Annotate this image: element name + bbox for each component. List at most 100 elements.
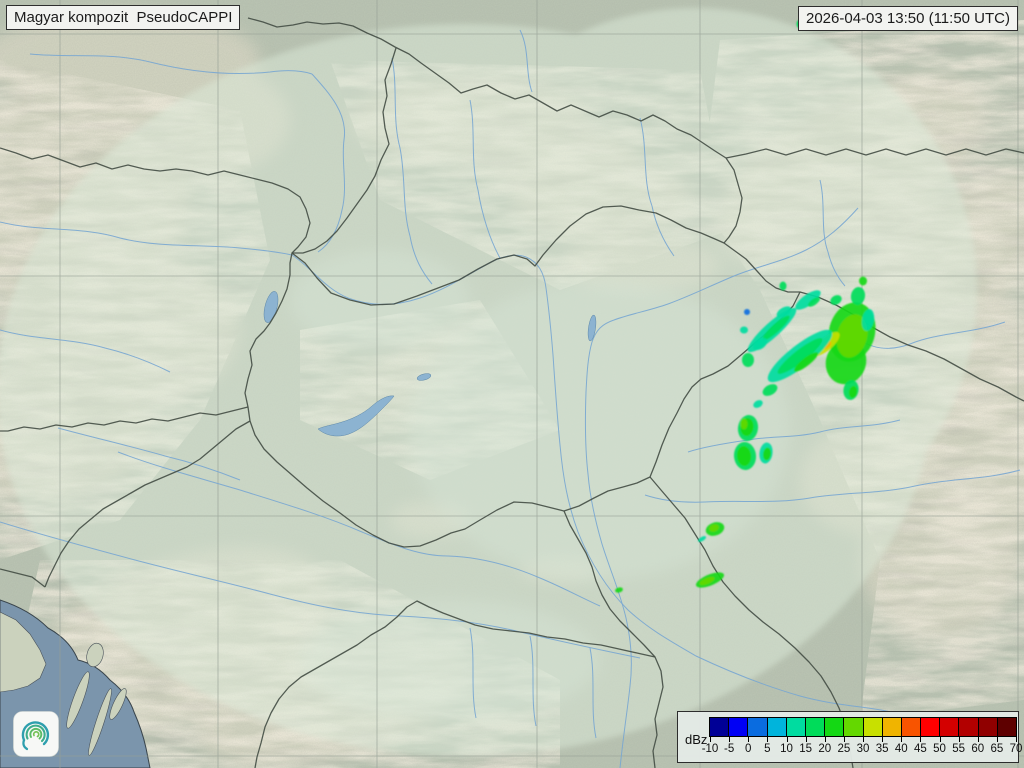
radar-echo-cell: [753, 400, 763, 408]
border-sk-pl: [247, 17, 727, 159]
border-hr-rs: [563, 510, 664, 768]
radar-echo-cell: [740, 418, 748, 430]
legend-tick-label: 60: [971, 743, 985, 755]
istria-peninsula: [0, 611, 47, 693]
radar-echo-cell: [615, 587, 623, 593]
legend-tick-label: 55: [952, 743, 966, 755]
legend-tick-label: -10: [701, 743, 719, 755]
legend-tick-label: 25: [837, 743, 851, 755]
radar-echo-cell: [740, 326, 748, 334]
river-poprad: [519, 29, 533, 93]
legend-tick: [805, 737, 807, 742]
river-sava: [0, 521, 641, 659]
legend-tick: [958, 737, 960, 742]
border-cz-sk: [292, 47, 397, 254]
legend-tick-label: 10: [780, 743, 793, 755]
border-si-hr: [44, 420, 251, 588]
legend-color-cell: [786, 718, 806, 736]
legend-tick: [729, 737, 731, 742]
river-tisza: [584, 207, 859, 768]
legend-color-cell: [882, 718, 902, 736]
legend-color-cell: [959, 718, 979, 736]
lake-velence: [416, 373, 432, 381]
border-hr-ba: [254, 600, 656, 768]
river-alpine: [0, 329, 171, 373]
border-sk-ua: [723, 157, 743, 244]
legend-tick: [920, 737, 922, 742]
legend-tick-label: 5: [764, 743, 771, 755]
river-maros: [644, 469, 1021, 503]
legend-tick-label: 35: [875, 743, 889, 755]
border-cz-at: [0, 147, 311, 254]
legend-tick: [1016, 737, 1017, 742]
legend-color-cell: [940, 718, 960, 736]
border-pl-ua: [725, 148, 1024, 159]
legend-tick-label: 40: [894, 743, 908, 755]
river-hron: [469, 99, 501, 259]
river-vah: [391, 57, 433, 285]
legend-color-cell: [748, 718, 768, 736]
rivers-layer: [0, 29, 1021, 768]
legend-color-cell: [863, 718, 883, 736]
legend-color-cell: [825, 718, 845, 736]
radar-echo-cell: [779, 281, 787, 291]
radar-echo-cell: [697, 536, 707, 542]
legend-color-cell: [978, 718, 998, 736]
dbz-legend: dBz -10 -5 0 5 10 15 20 25 30 35 40 45 50 55 60 65 70: [677, 711, 1022, 763]
river-drina-upper: [589, 647, 597, 739]
legend-tick: [786, 737, 788, 742]
lake-tisza: [587, 314, 597, 342]
logo-background: [13, 711, 59, 757]
radar-echo-cell: [777, 338, 823, 374]
river-mura: [57, 427, 241, 481]
river-vrbas: [529, 635, 537, 727]
legend-tick: [748, 737, 750, 742]
island: [109, 688, 127, 720]
legend-color-cell: [805, 718, 826, 736]
lakes-layer: [263, 291, 597, 437]
product-title-box: Magyar kompozit PseudoCAPPI: [6, 5, 241, 30]
river-danube: [0, 221, 901, 715]
border-ua-ro: [799, 291, 1024, 402]
dbz-unit-label: dBz: [685, 732, 708, 747]
legend-tick: [977, 737, 979, 742]
radar-echo-cell: [861, 309, 875, 331]
radar-echo-cell: [709, 524, 719, 532]
radar-echo-cell: [795, 290, 821, 310]
island: [88, 688, 112, 756]
legend-tick-label: 65: [990, 743, 1004, 755]
radar-echo-cell: [752, 337, 768, 351]
river-hornad: [639, 117, 675, 257]
legend-color-cell: [767, 718, 787, 736]
timestamp-box: 2026-04-03 13:50 (11:50 UTC): [797, 6, 1018, 31]
legend-tick: [843, 737, 845, 742]
radar-echo-cell: [699, 576, 715, 586]
legend-tick: [767, 737, 769, 742]
legend-color-cell: [901, 718, 922, 736]
border-si-hr-istria: [0, 568, 46, 588]
radar-echo-cell: [762, 315, 790, 341]
legend-tick: [882, 737, 884, 742]
legend-tick-label: -5: [724, 743, 735, 755]
swirl-icon: [21, 721, 50, 751]
island: [86, 642, 104, 668]
lake-balaton: [317, 395, 395, 437]
radar-echo-cell: [830, 295, 842, 305]
legend-tick: [710, 737, 711, 742]
river-latorica: [819, 179, 846, 287]
river-koros: [687, 419, 901, 453]
legend-tick-label: 70: [1009, 743, 1023, 755]
island: [66, 671, 90, 729]
radar-echo-cell: [762, 447, 772, 461]
border-at-si: [0, 406, 249, 432]
radar-echo-cell: [736, 446, 752, 466]
radar-echo-cell: [793, 352, 819, 372]
radar-echo-cell: [744, 309, 750, 315]
country-borders-layer: [0, 17, 1024, 768]
legend-color-cell: [997, 718, 1016, 736]
legend-tick-label: 45: [913, 743, 927, 755]
river-somes: [859, 321, 1006, 349]
legend-tick: [863, 737, 864, 742]
